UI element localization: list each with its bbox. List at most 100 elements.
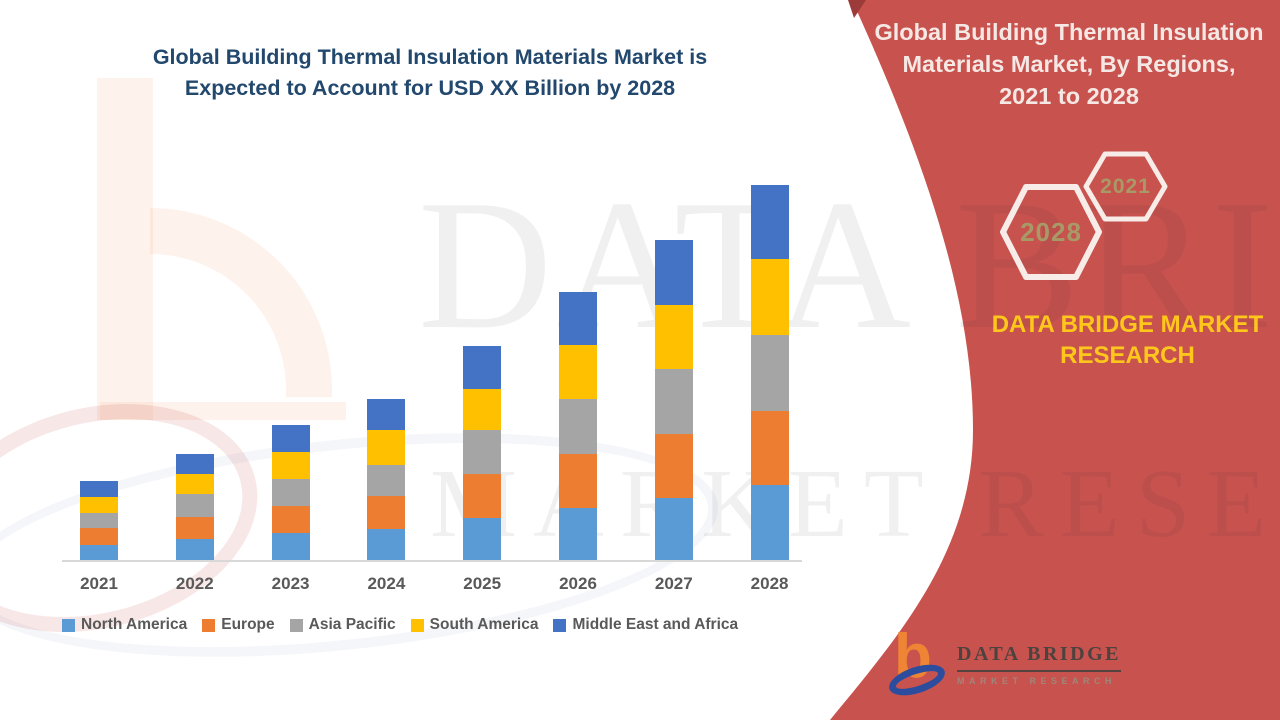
hexagon-2028-label: 2028 bbox=[1020, 216, 1082, 247]
brand-wordmark: DATA BRIDGE MARKET RESEARCH bbox=[985, 309, 1270, 371]
panel-title: Global Building Thermal Insulation Mater… bbox=[870, 16, 1268, 112]
bar-segment-2023-north-america bbox=[271, 533, 310, 560]
bar-segment-2025-south-america bbox=[463, 389, 502, 430]
x-axis-label-2027: 2027 bbox=[654, 574, 693, 593]
legend-swatch-icon bbox=[410, 618, 424, 632]
legend-label: Middle East and Africa bbox=[572, 616, 739, 633]
bar-segment-2028-asia-pacific bbox=[750, 335, 789, 411]
bar-segment-2023-asia-pacific bbox=[271, 479, 310, 506]
bar-segment-2024-europe bbox=[367, 496, 406, 529]
bar-segment-2025-europe bbox=[463, 474, 502, 518]
bar-segment-2028-north-america bbox=[750, 485, 789, 560]
legend-label: North America bbox=[81, 616, 188, 633]
watermark-logo-bar bbox=[97, 78, 153, 420]
data-bridge-logo-icon: b bbox=[885, 622, 949, 702]
hexagon-badge-2028: 2028 bbox=[999, 183, 1103, 281]
hexagon-badge-2021: 2021 bbox=[1083, 151, 1168, 222]
bar-segment-2025-asia-pacific bbox=[463, 430, 502, 474]
panel-title-line-2: Materials Market, By Regions, bbox=[902, 51, 1236, 77]
bar-segment-2021-north-america bbox=[80, 545, 118, 560]
legend-label: Asia Pacific bbox=[308, 616, 396, 633]
bar-2027 bbox=[654, 240, 693, 560]
bar-2022 bbox=[175, 454, 214, 560]
bar-2028 bbox=[750, 185, 789, 560]
hexagon-outline-icon bbox=[1000, 184, 1102, 280]
bar-segment-2023-south-america bbox=[271, 452, 310, 479]
legend-item-north-america: North America bbox=[62, 616, 187, 634]
bar-segment-2027-europe bbox=[654, 434, 693, 498]
bar-segment-2026-europe bbox=[559, 454, 597, 508]
bar-segment-2028-south-america bbox=[750, 259, 789, 335]
bar-segment-2024-south-america bbox=[367, 430, 406, 465]
bar-segment-2025-middle-east-and-africa bbox=[463, 346, 502, 389]
bar-segment-2022-south-america bbox=[175, 474, 214, 494]
red-panel-shape bbox=[830, 0, 1280, 720]
legend-item-middle-east-and-africa: Middle East and Africa bbox=[553, 616, 738, 634]
bar-segment-2026-south-america bbox=[559, 345, 597, 399]
bar-segment-2024-asia-pacific bbox=[367, 465, 406, 496]
x-axis-labels: 2021 2022 2023 2024 2025 2026 2027 2028 bbox=[62, 574, 802, 598]
brand-wordmark-line-2: RESEARCH bbox=[1060, 342, 1195, 369]
legend-label: Europe bbox=[221, 616, 275, 633]
legend-item-europe: Europe bbox=[202, 616, 275, 634]
bar-segment-2026-asia-pacific bbox=[559, 399, 597, 454]
x-axis-label-2022: 2022 bbox=[175, 574, 214, 593]
x-axis-label-2028: 2028 bbox=[750, 574, 789, 593]
bar-segment-2021-south-america bbox=[80, 497, 118, 513]
x-axis-label-2023: 2023 bbox=[271, 574, 310, 593]
bar-2026 bbox=[559, 292, 597, 560]
panel-fold-triangle bbox=[848, 0, 866, 18]
x-axis-label-2026: 2026 bbox=[559, 574, 597, 593]
bar-segment-2027-middle-east-and-africa bbox=[654, 240, 693, 305]
x-axis-label-2021: 2021 bbox=[80, 574, 118, 593]
legend-swatch-icon bbox=[202, 618, 216, 632]
bar-segment-2023-middle-east-and-africa bbox=[271, 425, 310, 452]
bar-segment-2028-middle-east-and-africa bbox=[750, 185, 789, 259]
x-axis-label-2025: 2025 bbox=[463, 574, 502, 593]
bar-segment-2027-asia-pacific bbox=[654, 369, 693, 434]
legend-item-south-america: South America bbox=[410, 616, 539, 634]
bar-2025 bbox=[463, 346, 502, 560]
panel-title-line-1: Global Building Thermal Insulation bbox=[874, 19, 1264, 45]
logo-text-block: DATA BRIDGE MARKET RESEARCH bbox=[957, 633, 1122, 686]
legend-item-asia-pacific: Asia Pacific bbox=[289, 616, 396, 634]
bar-segment-2021-asia-pacific bbox=[80, 513, 118, 528]
logo-tagline: MARKET RESEARCH bbox=[957, 676, 1117, 686]
legend-swatch-icon bbox=[553, 618, 567, 632]
plot-area bbox=[62, 184, 802, 562]
chart-title-line-2: Expected to Account for USD XX Billion b… bbox=[184, 76, 676, 100]
bar-segment-2027-south-america bbox=[654, 305, 693, 369]
logo-name: DATA BRIDGE bbox=[957, 643, 1122, 672]
bar-2024 bbox=[367, 399, 406, 560]
bar-segment-2027-north-america bbox=[654, 498, 693, 560]
bar-segment-2021-europe bbox=[80, 528, 118, 545]
data-bridge-logo: b DATA BRIDGE MARKET RESEARCH bbox=[885, 622, 1122, 702]
bar-segment-2022-asia-pacific bbox=[175, 494, 214, 517]
bar-segment-2022-middle-east-and-africa bbox=[175, 454, 214, 474]
chart-title: Global Building Thermal Insulation Mater… bbox=[60, 42, 800, 104]
watermark-logo-base bbox=[100, 402, 346, 420]
panel-title-line-3: 2021 to 2028 bbox=[999, 83, 1139, 109]
bar-2021 bbox=[80, 481, 118, 560]
hexagon-2021-label: 2021 bbox=[1100, 174, 1151, 198]
logo-b-glyph: b bbox=[894, 622, 932, 691]
bar-segment-2028-europe bbox=[750, 411, 789, 485]
hexagon-outline-icon bbox=[1083, 151, 1168, 222]
bar-segment-2025-north-america bbox=[463, 518, 502, 560]
legend-label: South America bbox=[429, 616, 539, 633]
chart-title-line-1: Global Building Thermal Insulation Mater… bbox=[152, 45, 708, 69]
bar-segment-2024-north-america bbox=[367, 529, 406, 560]
bar-2023 bbox=[271, 425, 310, 560]
x-axis-label-2024: 2024 bbox=[367, 574, 406, 593]
legend-swatch-icon bbox=[62, 618, 75, 632]
bar-segment-2024-middle-east-and-africa bbox=[367, 399, 406, 430]
bar-segment-2021-middle-east-and-africa bbox=[80, 481, 118, 497]
bar-segment-2026-north-america bbox=[559, 508, 597, 560]
brand-wordmark-line-1: DATA BRIDGE MARKET bbox=[991, 311, 1264, 338]
bar-segment-2023-europe bbox=[271, 506, 310, 533]
bar-segment-2022-europe bbox=[175, 517, 214, 539]
bar-segment-2022-north-america bbox=[175, 539, 214, 560]
chart-legend: North America Europe Asia Pacific South Ame… bbox=[62, 616, 842, 634]
